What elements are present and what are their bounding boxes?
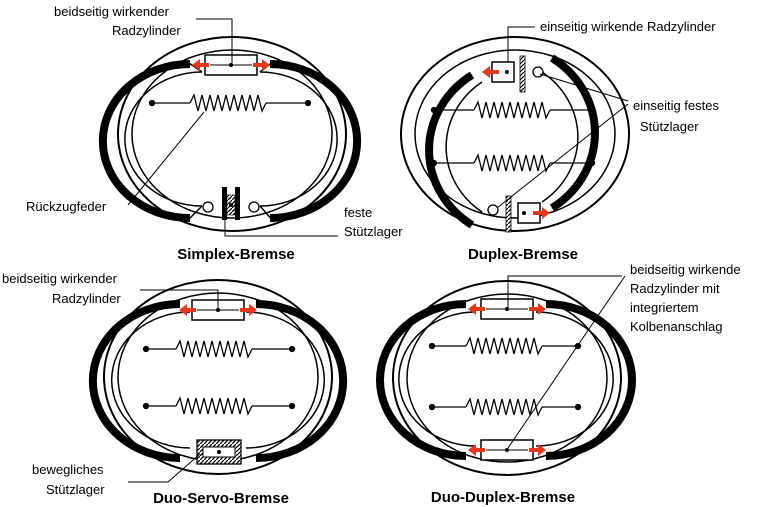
duplex-top-cylinder [482, 55, 544, 93]
duo-duplex-title: Duo-Duplex-Bremse [431, 489, 575, 506]
duplex-springs [430, 100, 596, 173]
duplex-brake: einseitig wirkende Radzylinder einseitig… [400, 19, 719, 263]
duo-servo-adjuster [196, 439, 242, 465]
simplex-spring-label: Rückzugfeder [26, 199, 107, 214]
duo-duplex-cylinder-label-1: beidseitig wirkende [630, 262, 741, 277]
duo-duplex-leaders [507, 275, 626, 449]
duplex-left-shoe [425, 71, 483, 229]
duo-servo-title: Duo-Servo-Bremse [153, 490, 289, 507]
simplex-return-spring [148, 93, 312, 113]
duplex-leaders [496, 26, 629, 209]
simplex-wheel-cylinder [192, 54, 270, 76]
simplex-brake: beidseitig wirkender Radzylinder Rückzug… [26, 4, 403, 263]
duo-duplex-bottom-cylinder [468, 439, 546, 461]
duo-servo-left-shoe [88, 300, 191, 462]
simplex-cylinder-label-1: beidseitig wirkender [54, 4, 170, 19]
duo-duplex-brake: beidseitig wirkende Radzylinder mit inte… [376, 262, 741, 506]
duo-duplex-cylinder-label-4: Kolbenanschlag [630, 319, 723, 334]
simplex-fixed-support [202, 187, 260, 220]
duo-duplex-top-cylinder [468, 298, 546, 320]
duplex-right-shoe [541, 54, 599, 212]
duo-servo-springs [142, 339, 296, 416]
duo-duplex-right-shoe [535, 300, 636, 460]
simplex-title: Simplex-Bremse [177, 246, 295, 263]
simplex-leaders [127, 18, 338, 237]
duplex-support-label-2: Stützlager [640, 119, 699, 134]
duo-duplex-drum [392, 280, 622, 476]
duo-duplex-springs [428, 336, 582, 417]
duo-servo-support-label-1: bewegliches [32, 462, 104, 477]
duo-servo-brake: beidseitig wirkender Radzylinder bewegli… [2, 271, 348, 507]
duo-servo-cylinder-label-1: beidseitig wirkender [2, 271, 118, 286]
simplex-support-label-1: feste [344, 205, 372, 220]
duo-servo-right-shoe [245, 300, 348, 462]
duplex-bottom-cylinder [487, 195, 550, 233]
duo-servo-leaders [128, 289, 219, 483]
duo-servo-support-label-2: Stützlager [46, 482, 105, 497]
simplex-cylinder-label-2: Radzylinder [112, 23, 181, 38]
simplex-right-shoe [259, 60, 362, 223]
duplex-support-label-1: einseitig festes [633, 98, 719, 113]
duo-duplex-cylinder-label-2: Radzylinder mit [630, 281, 720, 296]
simplex-support-label-2: Stützlager [344, 224, 403, 239]
duo-duplex-left-shoe [376, 300, 477, 460]
duplex-cylinder-label: einseitig wirkende Radzylinder [540, 19, 716, 34]
duo-servo-cylinder-label-2: Radzylinder [52, 291, 121, 306]
duplex-title: Duplex-Bremse [468, 246, 578, 263]
duplex-drum [400, 36, 630, 232]
duo-duplex-cylinder-label-3: integriertem [630, 300, 699, 315]
